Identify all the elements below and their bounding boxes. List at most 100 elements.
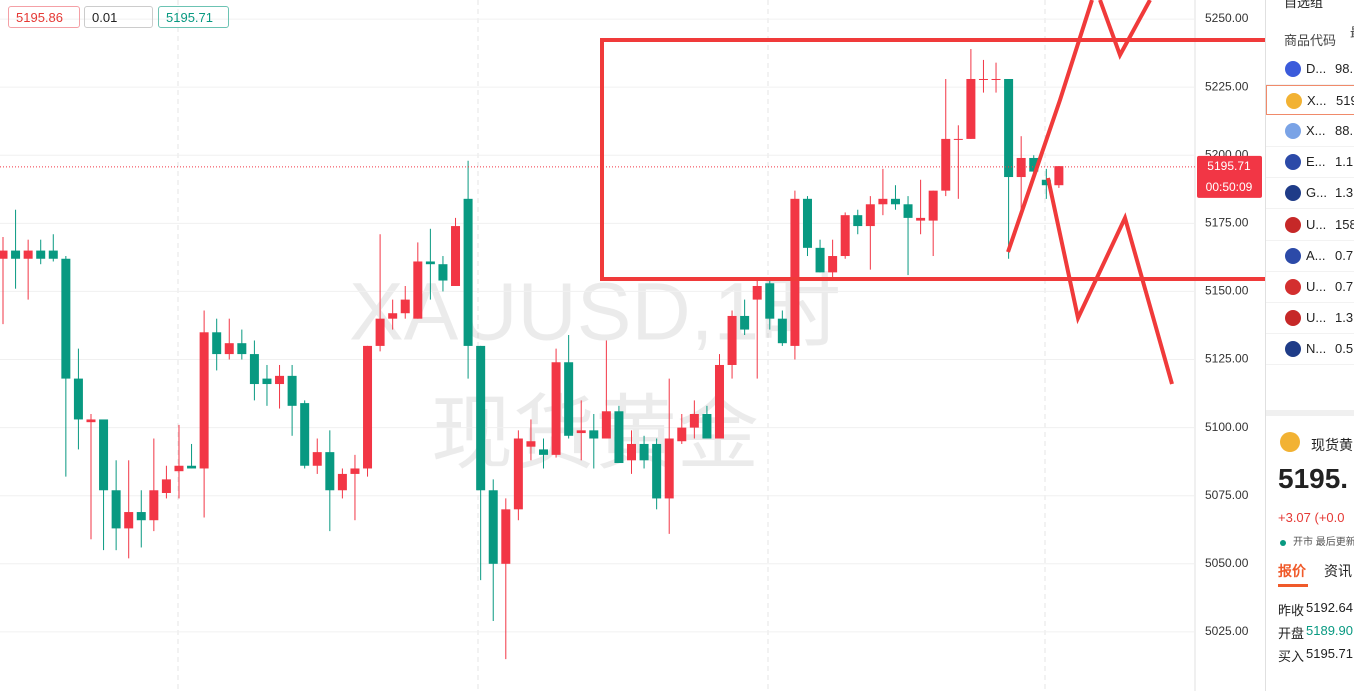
candle-body — [451, 226, 461, 286]
candle-body — [438, 264, 448, 281]
y-tick-label: 5125.00 — [1205, 352, 1249, 366]
candle-body — [136, 512, 146, 521]
symbol-icon — [1285, 61, 1301, 77]
candle-body — [0, 250, 8, 259]
col-header[interactable]: 商品代码 — [1284, 33, 1337, 48]
candle-body — [1029, 157, 1039, 172]
candle-body — [539, 449, 549, 455]
symbol-price: 0.7 — [1335, 247, 1354, 263]
symbol-price: 0.7 — [1335, 278, 1354, 294]
watchlist-row[interactable]: X... 519 — [1266, 85, 1354, 116]
candle-body — [652, 443, 662, 499]
candle-body — [890, 198, 900, 205]
candle-body — [363, 345, 373, 469]
symbol-icon — [1285, 154, 1301, 171]
symbol-price: 519 — [1336, 93, 1354, 109]
candle-body — [425, 261, 435, 265]
candle-body — [501, 509, 511, 564]
candle-body — [865, 204, 875, 227]
candle-body — [727, 315, 737, 365]
candle-body — [99, 419, 109, 491]
symbol: X... — [1306, 123, 1326, 139]
candle-body — [400, 299, 410, 314]
symbol-icon — [1285, 340, 1301, 357]
candle-body — [576, 430, 586, 434]
symbol: D... — [1306, 61, 1327, 76]
candle-body — [337, 473, 347, 491]
candle-body — [916, 217, 926, 221]
candle-body — [878, 198, 888, 205]
side-panel: 自选组 商品代码 最 D... 98. X... 519 X... 88. E... 1.1 G… — [1265, 0, 1354, 691]
symbol-icon — [1285, 185, 1301, 202]
symbol: U... — [1306, 216, 1327, 232]
watchlist-row[interactable]: N... 0.5 — [1266, 334, 1354, 365]
col-header[interactable]: 最 — [1350, 22, 1354, 41]
annotation-line — [1098, 0, 1152, 60]
buy-price[interactable]: 5195.71 — [158, 6, 229, 28]
candle-body — [664, 438, 674, 499]
tab[interactable]: 资讯 — [1324, 563, 1352, 579]
candle-body — [249, 354, 259, 385]
status-dot — [1280, 540, 1286, 546]
plot: 5025.00 5050.00 5075.00 5100.00 5125.00 5150.… — [0, 11, 1262, 660]
lot-input[interactable]: 0.01 — [84, 6, 153, 28]
candle-body — [86, 419, 96, 423]
watchlist-row[interactable]: A... 0.7 — [1266, 241, 1354, 272]
divider — [1266, 410, 1354, 416]
candle-body — [1054, 166, 1064, 186]
symbol: U... — [1306, 309, 1327, 325]
candle-body — [312, 452, 322, 466]
stat-label: 买入 — [1278, 649, 1305, 664]
tab[interactable]: 报价 — [1278, 563, 1306, 579]
y-tick-label: 5100.00 — [1205, 420, 1249, 434]
y-tick-label: 5050.00 — [1205, 556, 1249, 570]
annotation-box — [600, 38, 1265, 281]
gold-icon — [1280, 432, 1300, 452]
tab-underline — [1278, 584, 1308, 587]
detail-price: 5195. — [1278, 463, 1349, 494]
candle-body — [513, 438, 523, 510]
watchlist-title[interactable]: 自选组 — [1284, 0, 1324, 10]
symbol-icon — [1286, 93, 1302, 110]
watchlist-row[interactable]: U... 1.3 — [1266, 303, 1354, 334]
watchlist-row[interactable]: X... 88. — [1266, 116, 1354, 148]
watchlist-row[interactable]: U... 0.7 — [1266, 272, 1354, 303]
candle-body — [790, 198, 800, 346]
candle-body — [212, 332, 222, 355]
candle-body — [61, 258, 71, 379]
watchlist-row[interactable]: D... 98. — [1266, 54, 1354, 85]
sell-price[interactable]: 5195.86 — [8, 6, 80, 28]
candle-body — [639, 443, 649, 461]
symbol-price: 98. — [1335, 61, 1354, 76]
y-tick-label: 5075.00 — [1205, 488, 1249, 502]
candle-body — [275, 375, 285, 385]
annotation-line — [1046, 177, 1174, 385]
watchlist-row[interactable]: G... 1.3 — [1266, 178, 1354, 210]
candle-body — [740, 315, 750, 330]
symbol: G... — [1306, 185, 1327, 201]
candle-body — [714, 364, 724, 439]
watchlist-row[interactable]: U... 158 — [1266, 210, 1354, 241]
watchlist-row[interactable]: E... 1.1 — [1266, 147, 1354, 179]
symbol: N... — [1306, 340, 1327, 356]
candle-body — [966, 78, 976, 139]
symbol-price: 1.3 — [1335, 185, 1354, 201]
chart: XAUUSD,1时 现货黄金 5025.005050.005075.005100… — [0, 0, 1265, 691]
symbol: X... — [1307, 93, 1327, 109]
candle-body — [350, 468, 360, 474]
candle-body — [1041, 179, 1051, 186]
candle-body — [601, 411, 611, 439]
candle-body — [589, 430, 599, 439]
candle-body — [702, 414, 712, 439]
price-tag — [1197, 155, 1262, 198]
candle-body — [627, 443, 636, 461]
candle-body — [953, 138, 963, 140]
candle-body — [614, 411, 624, 464]
annotation — [600, 0, 1265, 385]
y-tick-label: 5225.00 — [1205, 79, 1249, 93]
symbol-icon — [1285, 123, 1301, 140]
countdown: 00:50:09 — [1206, 180, 1253, 194]
candle-body — [551, 362, 561, 455]
candle-body — [413, 261, 423, 319]
